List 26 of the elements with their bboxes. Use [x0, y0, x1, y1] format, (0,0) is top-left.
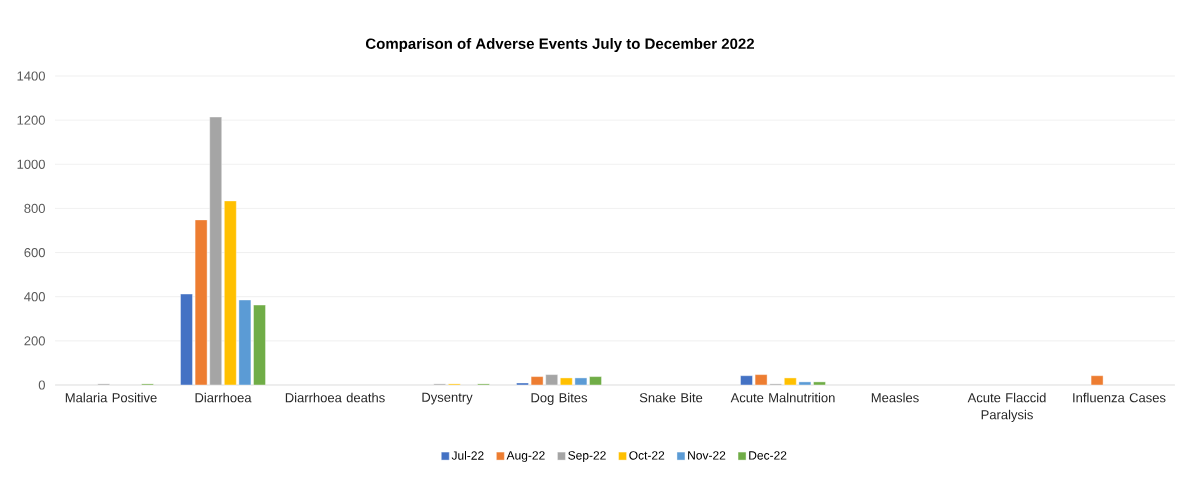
y-tick-label: 1200 [17, 115, 45, 125]
bar [1090, 375, 1104, 386]
legend-label: Sep-22 [568, 451, 606, 463]
legend-label: Oct-22 [629, 451, 665, 460]
y-tick-label: 800 [24, 203, 45, 214]
legend-label: Dec-22 [749, 451, 787, 460]
x-tick-label: Measles [871, 392, 919, 403]
y-tick-label: 0 [38, 380, 45, 390]
chart-title: Comparison of Adverse Events July to December 2022 [365, 38, 754, 52]
y-tick-label: 400 [24, 292, 45, 302]
x-tick-label: Malaria Positive [65, 392, 157, 403]
y-tick-label: 200 [24, 336, 45, 346]
x-tick-label: Dog Bites [531, 392, 588, 405]
x-tick-label: Influenza Cases [1073, 392, 1166, 403]
x-tick-label: Diarrhoea deaths [285, 392, 385, 403]
legend-label: Jul-22 [451, 450, 484, 460]
legend-label: Aug-22 [506, 451, 545, 463]
y-tick-label: 600 [24, 247, 45, 258]
x-tick-label: Acute Flaccid Paralysis [967, 392, 1046, 422]
x-tick-label: Snake Bite [639, 392, 703, 403]
y-tick-label: 1400 [17, 71, 45, 81]
legend-label: Nov-22 [688, 451, 726, 460]
x-tick-label: Diarrhoea [195, 392, 252, 403]
x-tick-label: Dysentry [422, 392, 473, 405]
x-tick-label: Acute Malnutrition [730, 392, 835, 403]
y-tick-label: 1000 [17, 159, 45, 169]
